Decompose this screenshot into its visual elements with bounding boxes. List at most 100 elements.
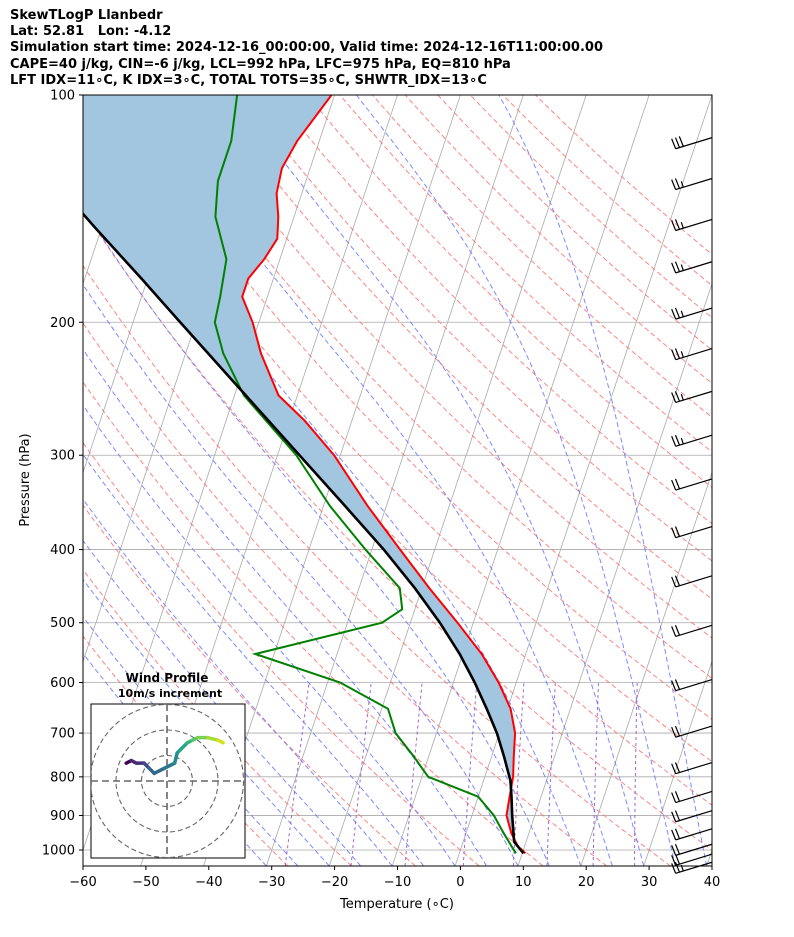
hodograph-segment xyxy=(172,751,179,765)
background-lines xyxy=(83,95,712,866)
mixing-ratio-line xyxy=(634,682,638,866)
isotherm-line xyxy=(266,95,524,866)
temperature-profile-line xyxy=(241,95,527,855)
wind-barb xyxy=(671,790,713,804)
dry-adiabat-line xyxy=(274,95,712,525)
wind-barb xyxy=(671,861,713,874)
parcel-profile-line xyxy=(83,211,525,855)
wind-barb xyxy=(671,725,713,738)
hodograph-segment xyxy=(206,735,220,742)
dry-adiabat-line xyxy=(83,568,352,866)
y-tick-label: 900 xyxy=(50,809,75,824)
wind-barb xyxy=(671,261,713,274)
mixing-ratio-line xyxy=(546,682,556,866)
wind-barb xyxy=(671,218,713,232)
wind-barb xyxy=(671,347,713,361)
moist-adiabat-line xyxy=(83,616,299,866)
wind-barb xyxy=(671,177,713,191)
dry-adiabat-line xyxy=(241,95,712,562)
wind-barb xyxy=(671,761,713,775)
dry-adiabat-line xyxy=(83,504,416,866)
y-tick-label: 600 xyxy=(50,676,75,691)
dry-adiabat-line xyxy=(437,95,712,351)
x-tick-label: 40 xyxy=(704,875,721,890)
dry-adiabat-line xyxy=(306,95,712,489)
moist-adiabat-line xyxy=(83,348,487,866)
indices-line-2: LFT IDX=11∘C, K IDX=3∘C, TOTAL TOTS=35∘C… xyxy=(10,72,487,88)
mixing-ratio-line xyxy=(462,682,478,866)
x-tick-label: −10 xyxy=(384,875,411,890)
hodograph-segment xyxy=(216,738,225,745)
hodograph-segment xyxy=(162,761,177,770)
y-tick-label: 100 xyxy=(50,89,75,104)
wind-barb xyxy=(671,136,713,150)
isotherm-line xyxy=(83,95,84,97)
dry-adiabat-line xyxy=(83,441,480,866)
location-line: Lat: 52.81 Lon: -4.12 xyxy=(10,24,172,40)
moist-adiabat-line xyxy=(140,95,613,866)
dry-adiabat-line xyxy=(469,95,712,319)
hodograph-ring xyxy=(91,704,245,858)
x-tick-label: 30 xyxy=(641,875,658,890)
cape-fill xyxy=(83,95,526,854)
mixing-ratio-line xyxy=(404,682,423,866)
x-tick-label: 20 xyxy=(578,875,595,890)
y-tick-label: 500 xyxy=(50,616,75,631)
dry-adiabat-line xyxy=(404,95,712,384)
isotherm-line xyxy=(328,95,587,866)
wind-barb xyxy=(671,525,713,539)
mixing-ratio-line xyxy=(350,682,372,866)
wind-barb xyxy=(671,624,713,637)
axes: −60 −50 −40 −30 −20 −10 0 10 20 30 40 1000 900 800 700… xyxy=(42,89,720,891)
wind-barb xyxy=(671,843,713,856)
dry-adiabat-line xyxy=(83,381,544,866)
wind-barb xyxy=(671,478,713,491)
cape-fill-area xyxy=(83,95,526,854)
isotherm-line xyxy=(517,282,712,866)
hodograph-segment xyxy=(152,766,167,776)
dry-adiabat-line xyxy=(502,95,712,287)
time-line: Simulation start time: 2024-12-16_00:00:… xyxy=(10,40,603,56)
x-tick-label: −50 xyxy=(132,875,159,890)
inset-subtitle: 10m/s increment xyxy=(118,687,222,700)
wind-barb xyxy=(671,307,713,320)
y-tick-label: 700 xyxy=(50,727,75,742)
moist-adiabat-line xyxy=(356,95,676,866)
moist-adiabat-line xyxy=(498,95,708,866)
wind-barb xyxy=(671,390,713,404)
x-tick-label: 10 xyxy=(515,875,532,890)
moist-adiabat-line xyxy=(83,283,519,866)
dry-adiabat-line xyxy=(83,264,671,866)
isotherm-line xyxy=(454,95,712,866)
x-tick-label: −40 xyxy=(195,875,222,890)
mixing-ratio-line xyxy=(284,682,310,866)
wind-barb xyxy=(671,575,713,588)
y-axis-label: Pressure (hPa) xyxy=(18,433,33,526)
x-tick-label: −30 xyxy=(258,875,285,890)
moist-adiabat-line xyxy=(83,404,456,866)
moist-adiabat-line xyxy=(83,453,425,866)
wind-barb xyxy=(671,810,713,823)
wind-barb xyxy=(671,434,713,447)
x-tick-label: −60 xyxy=(69,875,96,890)
y-tick-label: 1000 xyxy=(42,844,75,859)
hodograph-inset: Wind Profile 10m/s increment xyxy=(90,671,246,859)
indices-line-1: CAPE=40 j/kg, CIN=-6 j/kg, LCL=992 hPa, … xyxy=(10,56,511,72)
profile-lines xyxy=(83,95,527,855)
moist-adiabat-line xyxy=(233,95,645,866)
wind-barb xyxy=(671,828,713,841)
x-tick-label: −20 xyxy=(321,875,348,890)
inset-title: Wind Profile xyxy=(126,671,209,685)
chart-title: SkewTLogP Llanbedr xyxy=(10,8,163,23)
y-tick-label: 200 xyxy=(50,316,75,331)
isotherm-line xyxy=(580,471,712,866)
moist-adiabat-line xyxy=(83,206,550,866)
x-axis-label: Temperature (∘C) xyxy=(339,897,454,912)
y-tick-label: 800 xyxy=(50,770,75,785)
y-tick-label: 300 xyxy=(50,449,75,464)
chart-header: SkewTLogP Llanbedr Lat: 52.81 Lon: -4.12 S… xyxy=(10,8,603,89)
wind-barbs xyxy=(671,136,713,874)
dry-adiabat-line xyxy=(535,95,712,256)
hodograph-segment xyxy=(178,741,190,753)
